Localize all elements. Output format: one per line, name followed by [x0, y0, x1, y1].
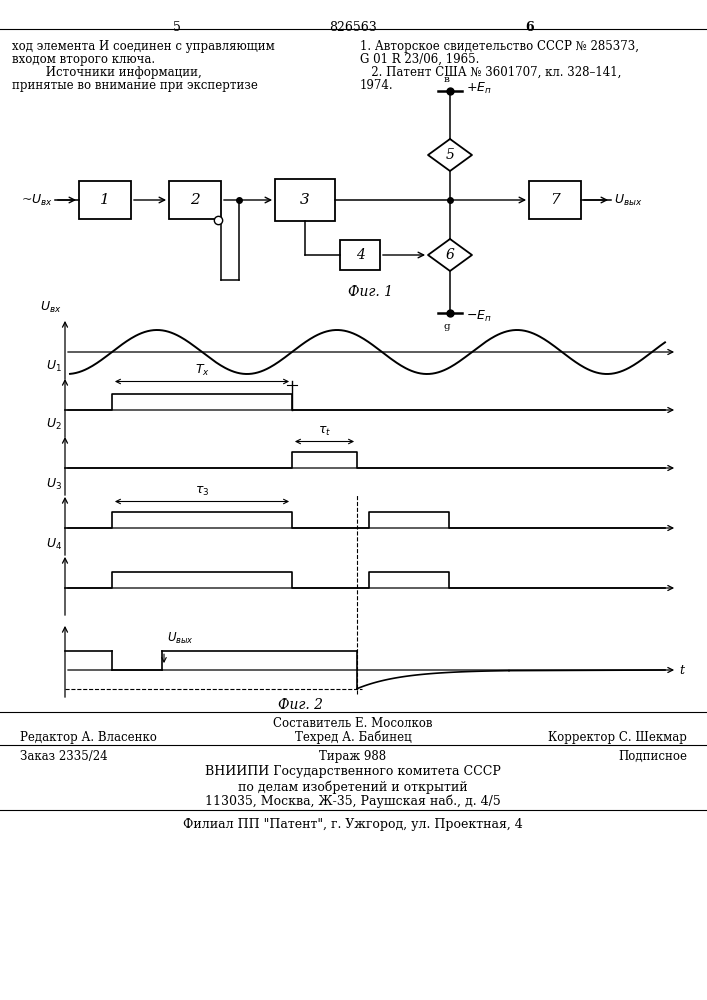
Text: Подписное: Подписное [618, 750, 687, 763]
Text: 1. Авторское свидетельство СССР № 285373,: 1. Авторское свидетельство СССР № 285373… [360, 40, 639, 53]
Text: 826563: 826563 [329, 21, 377, 34]
Text: входом второго ключа.: входом второго ключа. [12, 53, 155, 66]
Text: $\tau_t$: $\tau_t$ [318, 425, 331, 438]
Text: 3: 3 [300, 193, 310, 207]
Text: $U_{вых}$: $U_{вых}$ [614, 192, 643, 208]
Text: $U_3$: $U_3$ [46, 477, 62, 492]
Text: 4: 4 [356, 248, 364, 262]
Text: 5: 5 [173, 21, 181, 34]
Text: 2: 2 [190, 193, 200, 207]
Text: принятые во внимание при экспертизе: принятые во внимание при экспертизе [12, 79, 258, 92]
Text: $U_1$: $U_1$ [46, 359, 62, 374]
Bar [169, 181, 221, 219]
Text: 6: 6 [526, 21, 534, 34]
Text: $+E_п$: $+E_п$ [466, 80, 492, 96]
Text: $U_{вых}$: $U_{вых}$ [167, 631, 194, 646]
Text: Филиал ПП "Патент", г. Ужгород, ул. Проектная, 4: Филиал ПП "Патент", г. Ужгород, ул. Прое… [183, 818, 523, 831]
Text: по делам изобретений и открытий: по делам изобретений и открытий [238, 780, 468, 794]
Text: $U_2$: $U_2$ [46, 417, 62, 432]
Text: в: в [444, 75, 450, 84]
Text: Редактор А. Власенко: Редактор А. Власенко [20, 731, 157, 744]
Text: Корректор С. Шекмар: Корректор С. Шекмар [548, 731, 687, 744]
Text: 5: 5 [445, 148, 455, 162]
Text: t: t [679, 664, 684, 676]
Text: ~$U_{вх}$: ~$U_{вх}$ [21, 192, 53, 208]
Text: ход элемента И соединен с управляющим: ход элемента И соединен с управляющим [12, 40, 275, 53]
Text: $-E_п$: $-E_п$ [466, 308, 492, 324]
Bar [340, 240, 380, 270]
Bar [529, 181, 581, 219]
Text: Фиг. 2: Фиг. 2 [278, 698, 322, 712]
Text: $U_{вх}$: $U_{вх}$ [40, 300, 62, 315]
Text: Источники информации,: Источники информации, [12, 66, 201, 79]
Bar [79, 181, 131, 219]
Text: 6: 6 [445, 248, 455, 262]
Text: Составитель Е. Мосолков: Составитель Е. Мосолков [273, 717, 433, 730]
Text: Техред А. Бабинец: Техред А. Бабинец [295, 731, 411, 744]
Text: 1974.: 1974. [360, 79, 394, 92]
Text: 2. Патент США № 3601707, кл. 328–141,: 2. Патент США № 3601707, кл. 328–141, [360, 66, 621, 79]
Text: g: g [444, 322, 450, 331]
Text: 7: 7 [550, 193, 560, 207]
Text: 113035, Москва, Ж-35, Раушская наб., д. 4/5: 113035, Москва, Ж-35, Раушская наб., д. … [205, 795, 501, 808]
Text: Фиг. 1: Фиг. 1 [348, 285, 392, 299]
Text: G 01 R 23/06, 1965.: G 01 R 23/06, 1965. [360, 53, 479, 66]
Text: 1: 1 [100, 193, 110, 207]
Text: Тираж 988: Тираж 988 [320, 750, 387, 763]
Text: $T_x$: $T_x$ [194, 363, 209, 378]
Text: $\tau_3$: $\tau_3$ [195, 485, 209, 498]
Text: $U_4$: $U_4$ [46, 537, 62, 552]
Text: ВНИИПИ Государственного комитета СССР: ВНИИПИ Государственного комитета СССР [205, 765, 501, 778]
Text: Заказ 2335/24: Заказ 2335/24 [20, 750, 107, 763]
Bar [275, 179, 335, 221]
